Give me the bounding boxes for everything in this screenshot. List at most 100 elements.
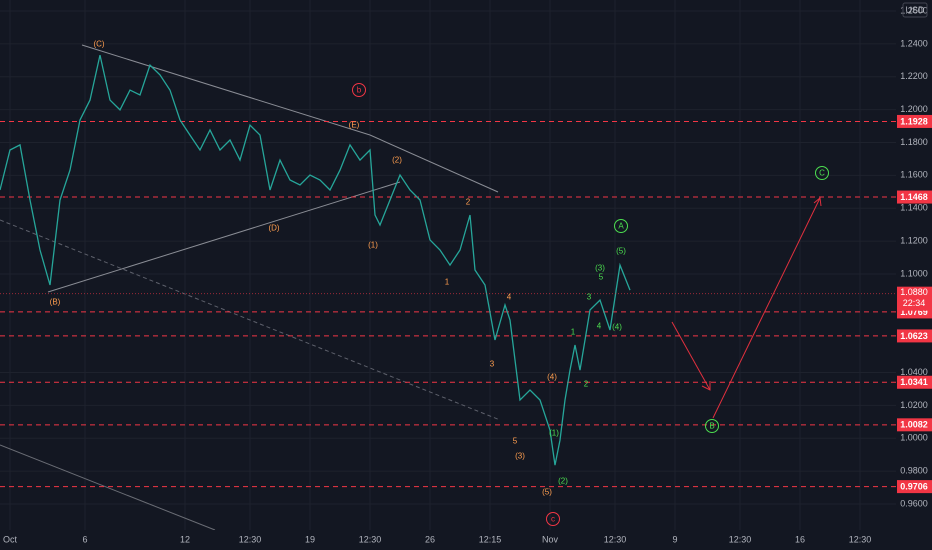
wave-label: 5 [599, 273, 604, 282]
plot: (C)(B)(D)(E)(2)(1)21435(3)(4)(5)(1)(2)12… [0, 40, 896, 526]
level-label-box [897, 114, 932, 128]
drawings [0, 44, 501, 531]
wave-label: A [618, 222, 624, 231]
wave-label: 1 [445, 278, 450, 287]
x-tick-label: Oct [3, 534, 18, 544]
wave-circle [815, 166, 829, 180]
trend-line [47, 181, 401, 293]
wave-label: (3) [515, 452, 525, 461]
grid [0, 0, 896, 530]
level-label: 1.0341 [900, 377, 928, 387]
y-tick-label: 1.1800 [900, 137, 928, 147]
wave-circle [352, 83, 366, 97]
x-tick-label: 12:30 [729, 534, 752, 544]
axes: 1.2600 1.2400 1.2200 1.2000 1.1800 1.1600 1.14… [3, 5, 932, 544]
y-tick-label: 1.2200 [900, 71, 928, 81]
y-tick-label: 1.1600 [900, 170, 928, 180]
level-label: 1.1928 [900, 116, 928, 126]
wave-label: (4) [547, 373, 557, 382]
y-tick-label: 1.2400 [900, 38, 928, 48]
wave-label: 2 [584, 380, 589, 389]
wave-label: (C) [93, 40, 104, 49]
trend-line [81, 44, 371, 136]
wave-label: 1 [571, 328, 576, 337]
level-label-box [897, 418, 932, 432]
x-tick-label: 6 [82, 534, 87, 544]
x-tick-label: 26 [425, 534, 435, 544]
currency-box [902, 2, 928, 18]
wave-label: b [357, 86, 362, 95]
y-tick-label: 1.0200 [900, 400, 928, 410]
y-tick-label: 1.0000 [900, 433, 928, 443]
x-tick-label: 19 [305, 534, 315, 544]
y-tick-label: 1.1000 [900, 268, 928, 278]
y-tick-label: 0.9800 [900, 466, 928, 476]
y-tick-label: 1.1400 [900, 203, 928, 213]
y-tick-label: 0.9600 [900, 498, 928, 508]
level-label-box [897, 190, 932, 204]
wave-label: (E) [349, 121, 360, 130]
arrow-head [813, 197, 822, 207]
projection-arrow [712, 197, 821, 419]
wave-label: 2 [466, 198, 471, 207]
level-label: 1.0082 [900, 420, 928, 430]
y-tick-label: 1.2600 [900, 5, 928, 15]
last-price-box [897, 286, 932, 311]
trend-line [0, 219, 501, 421]
wave-label: (B) [50, 298, 61, 307]
x-tick-label: 12:30 [359, 534, 382, 544]
level-label-box [897, 480, 932, 494]
wave-label: (4) [612, 323, 622, 332]
x-tick-label: 12 [180, 534, 190, 544]
trend-line [369, 134, 499, 193]
x-tick-label: 12:30 [604, 534, 627, 544]
wave-label: 3 [587, 293, 592, 302]
price-line [0, 54, 631, 466]
x-tick-label: 9 [672, 534, 677, 544]
x-tick-label: Nov [542, 534, 559, 544]
level-label-box [897, 329, 932, 343]
wave-label: 4 [507, 293, 512, 302]
level-label: 1.0623 [900, 331, 928, 341]
wave-label: (2) [558, 477, 568, 486]
wave-label: (5) [542, 488, 552, 497]
price-axis [896, 0, 932, 550]
y-tick-label: 1.0400 [900, 367, 928, 377]
time-axis [0, 530, 932, 550]
wave-label: (5) [616, 247, 626, 256]
wave-circle [614, 219, 628, 233]
projection-arrow [671, 321, 711, 391]
wave-label: c [551, 515, 555, 524]
wave-label: 5 [513, 437, 518, 446]
wave-label: (3) [595, 264, 605, 273]
countdown: 22:34 [903, 298, 926, 308]
trend-line [0, 444, 216, 531]
level-label-box [897, 375, 932, 389]
last-price-label: 1.0880 [900, 287, 928, 297]
x-tick-label: 12:30 [849, 534, 872, 544]
wave-label: (1) [549, 429, 559, 438]
level-label: 1.0769 [900, 307, 928, 317]
x-tick-label: 16 [795, 534, 805, 544]
x-tick-label: 12:15 [479, 534, 502, 544]
arrow-head [701, 381, 711, 391]
level-label: 0.9706 [900, 481, 928, 491]
level-label: 1.1468 [900, 192, 928, 202]
x-tick-label: 12:30 [239, 534, 262, 544]
wave-label: 3 [490, 360, 495, 369]
wave-label: (1) [368, 241, 378, 250]
wave-label: 4 [597, 322, 602, 331]
wave-label: (2) [392, 156, 402, 165]
wave-label: C [819, 169, 825, 178]
y-tick-label: 1.1200 [900, 235, 928, 245]
currency: USD [905, 5, 925, 15]
projection [671, 197, 822, 419]
wave-circle [705, 419, 719, 433]
wave-circle [546, 512, 560, 526]
y-tick-label: 1.2000 [900, 104, 928, 114]
wave-label: (D) [268, 224, 279, 233]
wave-label: B [709, 422, 714, 431]
